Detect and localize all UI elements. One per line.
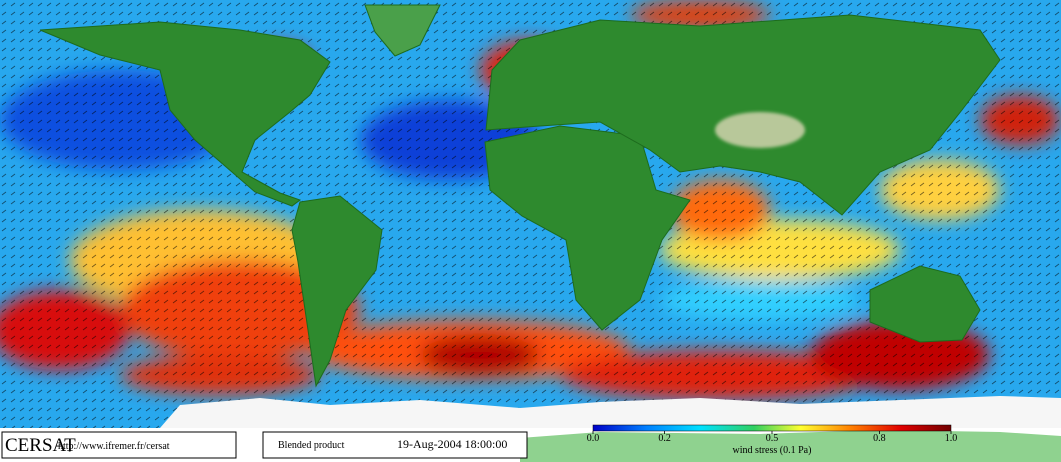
footer-land	[520, 430, 1061, 462]
date: 19-Aug-2004 18:00:00	[397, 437, 507, 451]
colorbar-tick-label: 0.5	[766, 433, 779, 444]
logo: CERSAT	[5, 435, 76, 456]
colorbar	[592, 424, 952, 432]
colorbar-tick-label: 0.8	[873, 433, 886, 444]
colorbar-tick-label: 1.0	[945, 433, 958, 444]
tibet	[715, 112, 805, 148]
greenland	[364, 4, 441, 57]
footer-box	[1, 431, 237, 459]
footer-box	[262, 431, 528, 459]
australia	[869, 265, 981, 343]
south-america	[291, 195, 383, 388]
north-america	[39, 21, 331, 207]
antarctica	[160, 396, 1061, 428]
map	[0, 0, 1061, 428]
colorbar-tick-label: 0.0	[587, 433, 600, 444]
url: http://www.ifremer.fr/cersat	[58, 441, 170, 452]
colorbar-label: wind stress (0.1 Pa)	[733, 445, 812, 456]
land	[39, 4, 1001, 388]
colorbar-tick-label: 0.2	[658, 433, 671, 444]
product: Blended product	[278, 440, 345, 451]
